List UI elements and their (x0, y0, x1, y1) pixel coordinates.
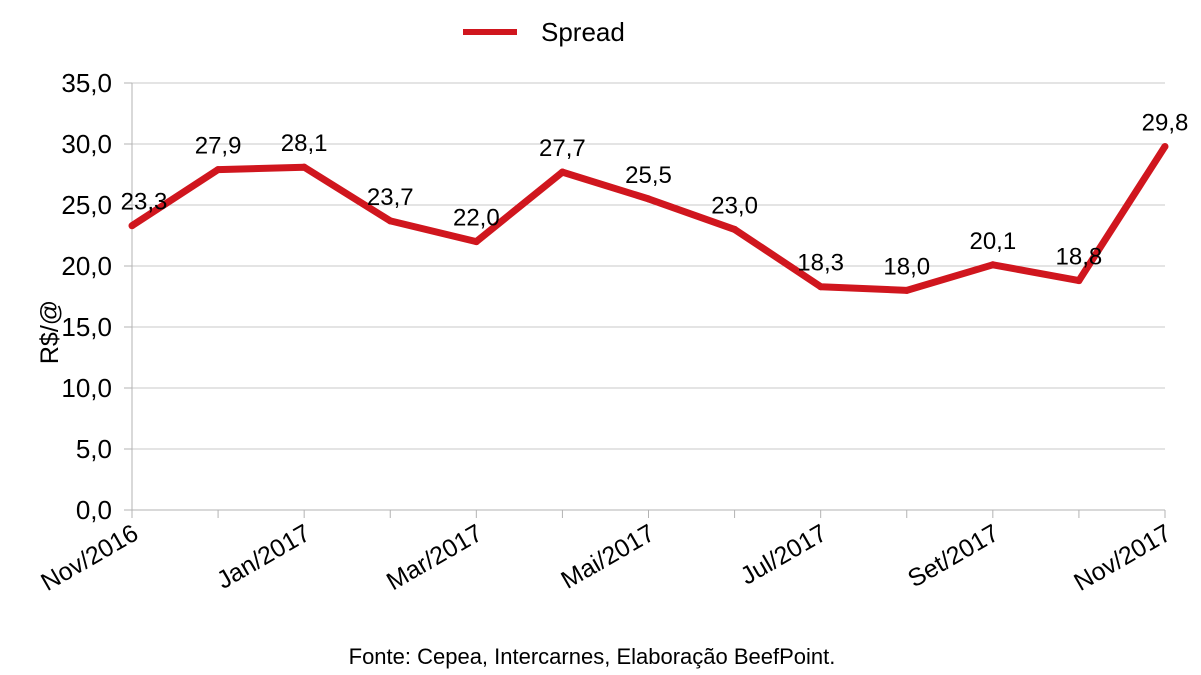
axes (124, 82, 1166, 518)
data-label-0: 23,3 (121, 189, 168, 216)
data-point-8 (817, 283, 825, 291)
y-tick-label-3: 15,0 (61, 312, 112, 342)
data-point-5 (558, 168, 566, 176)
data-point-7 (731, 225, 739, 233)
data-label-11: 18,8 (1056, 244, 1103, 271)
x-tick-label-0: Nov/2016 (36, 519, 143, 597)
data-point-4 (472, 238, 480, 246)
y-tick-label-2: 10,0 (61, 373, 112, 403)
data-point-3 (386, 217, 394, 225)
x-tick-label-8: Jul/2017 (736, 519, 832, 591)
y-axis-title: R$/@ (36, 300, 64, 364)
y-tick-label-1: 5,0 (76, 434, 112, 464)
source-caption: Fonte: Cepea, Intercarnes, Elaboração Be… (349, 644, 836, 669)
data-point-11 (1075, 277, 1083, 285)
data-label-9: 18,0 (883, 253, 930, 280)
legend-label: Spread (541, 17, 625, 47)
series-group (128, 142, 1169, 294)
data-point-6 (645, 195, 652, 203)
y-tick-label-4: 20,0 (61, 251, 112, 281)
data-point-12 (1161, 142, 1169, 150)
y-tick-label-7: 35,0 (61, 68, 112, 98)
data-point-1 (214, 166, 222, 174)
data-label-10: 20,1 (969, 228, 1016, 255)
data-label-1: 27,9 (195, 133, 242, 160)
data-label-2: 28,1 (281, 130, 328, 157)
y-tick-label-0: 0,0 (76, 495, 112, 525)
x-tick-label-12: Nov/2017 (1069, 519, 1176, 597)
x-tick-label-10: Set/2017 (903, 519, 1004, 593)
y-tick-label-5: 25,0 (61, 190, 112, 220)
legend: Spread (463, 17, 625, 47)
x-axis-tick-labels: Nov/2016 Jan/2017 Mar/2017 Mai/2017 Jul/2017… (36, 519, 1176, 597)
data-label-3: 23,7 (367, 184, 414, 211)
data-label-4: 22,0 (453, 205, 500, 232)
data-label-6: 25,5 (625, 162, 672, 189)
gridlines (132, 82, 1165, 450)
y-axis-tick-labels: 0,0 5,0 10,0 15,0 20,0 25,0 30,0 35,0 (61, 68, 112, 525)
x-tick-label-6: Mai/2017 (556, 519, 659, 595)
x-tick-label-4: Mar/2017 (382, 519, 487, 596)
data-point-0 (128, 222, 136, 230)
data-label-5: 27,7 (539, 135, 586, 162)
data-point-9 (903, 286, 911, 294)
data-label-12: 29,8 (1142, 109, 1189, 136)
y-tick-label-6: 30,0 (61, 129, 112, 159)
data-label-7: 23,0 (711, 192, 758, 219)
data-label-8: 18,3 (797, 250, 844, 277)
data-point-2 (300, 163, 308, 171)
data-point-10 (989, 261, 997, 269)
data-labels: 23,3 27,9 28,1 23,7 22,0 27,7 25,5 23,0 18,3 18,0… (121, 109, 1189, 280)
x-tick-label-2: Jan/2017 (212, 519, 315, 595)
